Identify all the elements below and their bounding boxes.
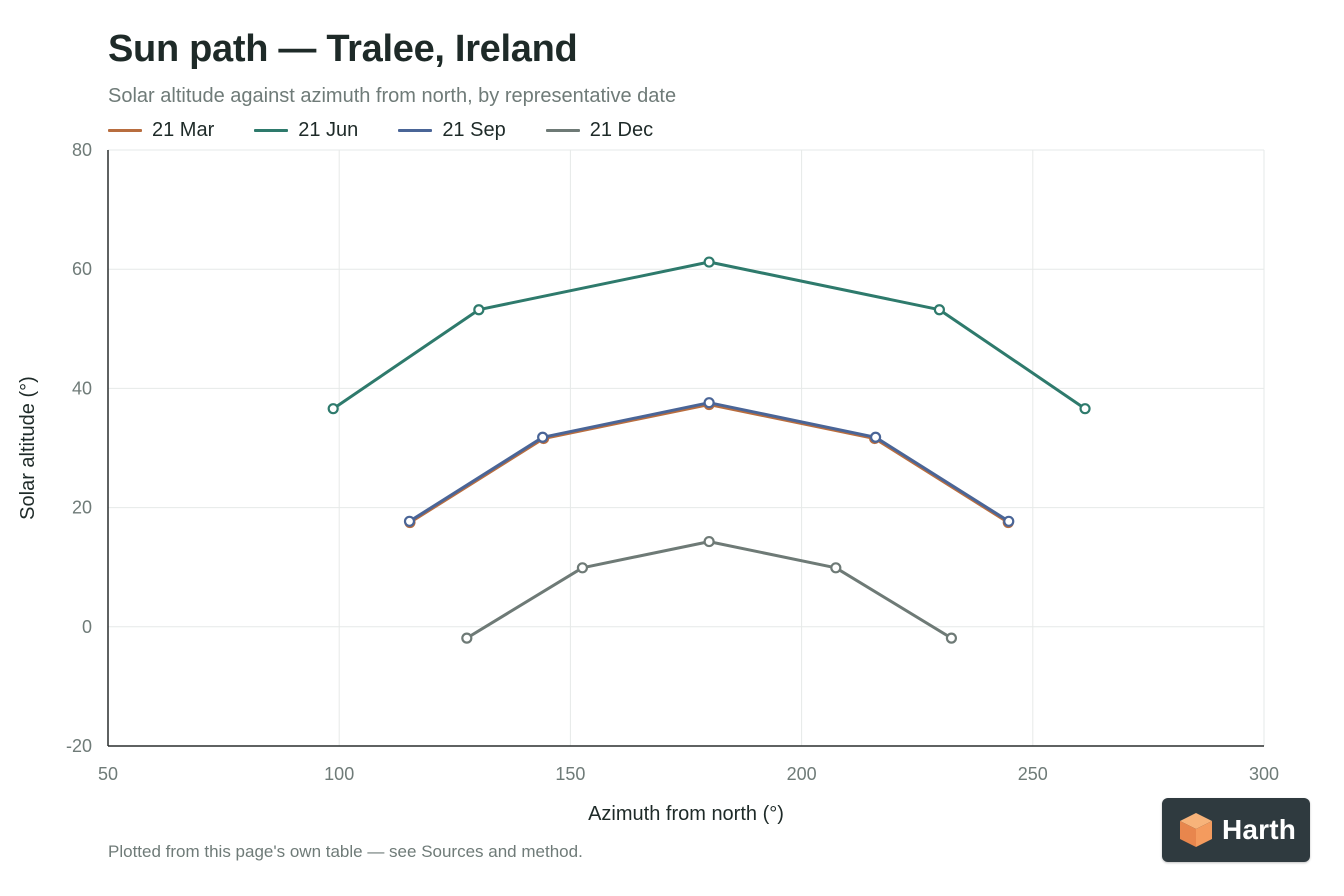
data-point-21-jun[interactable]: [703, 256, 715, 268]
footnote: Plotted from this page's own table — see…: [108, 842, 583, 861]
cube-logo-icon: [1179, 813, 1212, 847]
y-tick-label: 60: [72, 259, 92, 279]
x-tick-label: 100: [324, 764, 354, 784]
data-point-21-dec[interactable]: [945, 632, 958, 644]
data-point-21-sep[interactable]: [537, 431, 549, 443]
legend-label-jun: 21 Jun: [298, 119, 359, 141]
data-point-21-dec[interactable]: [576, 562, 589, 574]
legend-swatch-dec: [545, 129, 580, 132]
chart-subtitle: Solar altitude against azimuth from nort…: [108, 85, 677, 107]
harth-logo[interactable]: Harth: [1162, 798, 1310, 862]
data-point-21-sep[interactable]: [1003, 515, 1015, 527]
y-tick-label: 40: [72, 378, 92, 398]
y-tick-label: 0: [82, 617, 92, 637]
data-point-21-dec[interactable]: [461, 632, 473, 644]
y-tick-label: -20: [66, 736, 92, 756]
series-layer: [327, 256, 1091, 644]
legend-label-mar: 21 Mar: [152, 119, 215, 141]
y-tick-label: 80: [72, 140, 92, 160]
data-point-21-dec[interactable]: [703, 535, 715, 548]
x-tick-label: 300: [1249, 764, 1279, 784]
chart-title: Sun path — Tralee, Ireland: [108, 28, 578, 70]
legend-swatch-jun: [254, 129, 289, 132]
data-point-21-jun[interactable]: [327, 403, 339, 415]
data-point-21-jun[interactable]: [1079, 403, 1091, 415]
data-point-21-jun[interactable]: [473, 304, 485, 316]
legend-label-dec: 21 Dec: [589, 119, 654, 141]
series-line-21-dec: [465, 540, 953, 640]
legend-item-sep[interactable]: 21 Sep: [398, 119, 506, 142]
legend-item-jun[interactable]: 21 Jun: [254, 119, 358, 142]
data-point-21-jun[interactable]: [933, 304, 945, 316]
legend-item-dec[interactable]: 21 Dec: [545, 119, 654, 142]
x-tick-label: 150: [555, 764, 585, 784]
grid-layer: [107, 149, 1265, 747]
legend-swatch-sep: [398, 129, 433, 132]
chart-legend: 21 Mar 21 Jun 21 Sep 21 Dec: [108, 119, 693, 142]
legend-item-mar[interactable]: 21 Mar: [108, 119, 214, 142]
data-point-21-sep[interactable]: [703, 397, 715, 409]
legend-swatch-mar: [108, 129, 142, 132]
data-point-21-sep[interactable]: [403, 515, 416, 527]
y-tick-label: 20: [72, 498, 92, 518]
x-tick-label: 200: [787, 764, 817, 784]
legend-label-sep: 21 Sep: [442, 119, 506, 141]
logo-text: Harth: [1221, 814, 1297, 845]
x-axis-title: Azimuth from north (°): [588, 803, 784, 825]
y-axis-title: Solar altitude (°): [17, 376, 39, 520]
series-line-21-jun: [331, 260, 1087, 411]
data-point-21-sep[interactable]: [869, 431, 882, 443]
series-line-21-sep: [408, 401, 1011, 523]
x-tick-label: 50: [98, 764, 118, 784]
data-point-21-dec[interactable]: [830, 562, 842, 574]
x-tick-label: 250: [1018, 764, 1048, 784]
axis-layer: -20 0 20 40 60 80 50 100 150 200 250 300: [66, 140, 1279, 784]
